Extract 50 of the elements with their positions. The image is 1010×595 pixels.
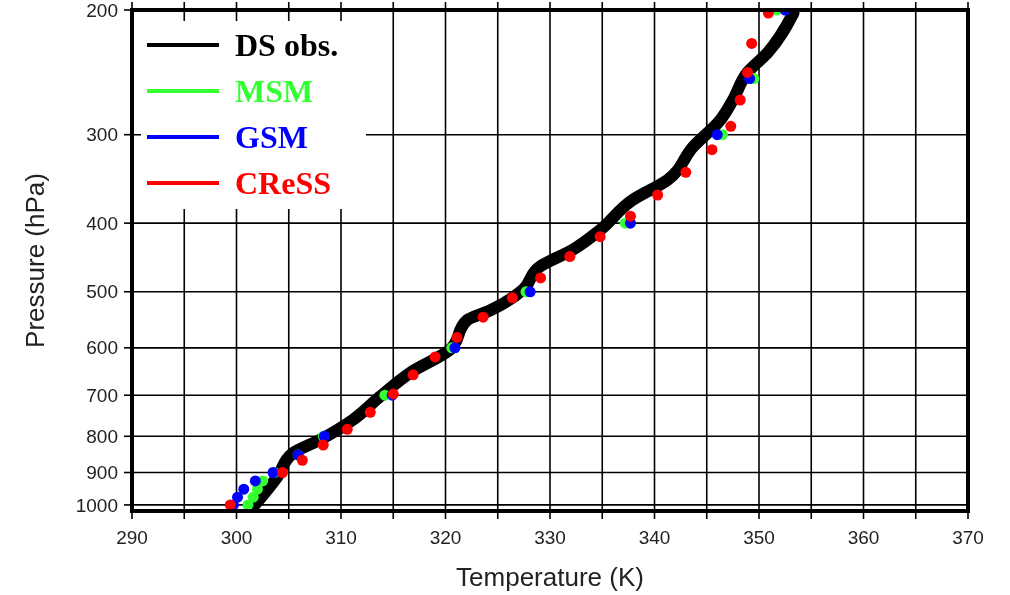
point xyxy=(249,475,261,487)
x-tick-label: 320 xyxy=(429,527,462,548)
y-tick-label: 900 xyxy=(86,462,118,484)
point xyxy=(711,129,723,141)
x-tick-label: 340 xyxy=(638,527,671,548)
point xyxy=(680,166,692,178)
point xyxy=(535,272,547,284)
point xyxy=(725,120,737,132)
legend-label: GSM xyxy=(235,119,308,156)
point xyxy=(238,483,250,495)
point xyxy=(232,491,244,503)
y-tick-label: 700 xyxy=(86,384,118,406)
point xyxy=(429,351,441,363)
point xyxy=(296,454,308,466)
x-tick-label: 350 xyxy=(743,527,775,548)
y-tick-label: 1000 xyxy=(75,494,118,516)
point xyxy=(564,251,576,263)
point xyxy=(624,210,636,222)
x-tick-label: 330 xyxy=(534,527,566,548)
y-tick-label: 300 xyxy=(86,124,118,146)
point xyxy=(364,406,376,418)
y-tick-label: 400 xyxy=(86,212,118,234)
x-tick-label: 300 xyxy=(220,527,253,548)
point xyxy=(407,369,419,381)
point xyxy=(341,423,353,435)
y-tick-label: 200 xyxy=(86,0,118,21)
legend-label: DS obs. xyxy=(235,27,339,64)
x-tick-label: 310 xyxy=(325,527,357,548)
x-tick-label: 290 xyxy=(116,527,148,548)
legend-label: CReSS xyxy=(235,165,332,202)
legend-label: MSM xyxy=(235,73,314,110)
point xyxy=(706,144,718,156)
point xyxy=(451,331,463,343)
y-tick-label: 800 xyxy=(86,425,118,447)
point xyxy=(746,37,758,49)
point xyxy=(652,189,664,201)
point xyxy=(276,467,288,479)
point xyxy=(742,66,754,78)
x-axis-title: Temperature (K) xyxy=(456,562,644,592)
point xyxy=(734,94,746,106)
point xyxy=(524,286,536,298)
point xyxy=(506,292,518,304)
point xyxy=(477,311,489,323)
point xyxy=(317,439,329,451)
x-tick-label: 360 xyxy=(847,527,880,548)
y-axis-title: Pressure (hPa) xyxy=(20,173,50,348)
y-tick-label: 500 xyxy=(86,281,118,303)
y-tick-label: 600 xyxy=(86,337,118,359)
x-tick-label: 370 xyxy=(952,527,984,548)
point xyxy=(594,231,606,243)
